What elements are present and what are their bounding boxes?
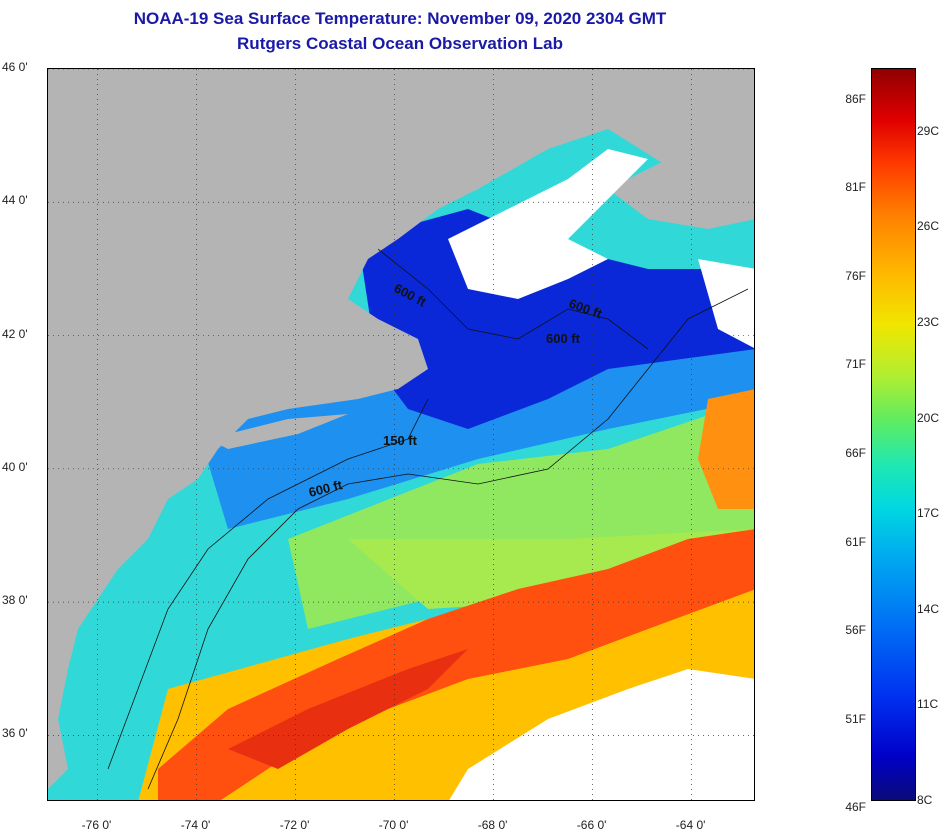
colorbar-f-label: 81F [845,180,866,195]
sst-map[interactable]: 600 ft 600 ft 600 ft 150 ft 600 ft [47,68,755,801]
lon-label: -72 0' [279,818,310,832]
cloud-nova-scotia [698,259,754,348]
chart-title: NOAA-19 Sea Surface Temperature: Novembe… [133,9,667,28]
lon-label: -76 0' [81,818,112,832]
colorbar-f-label: 46F [845,800,866,815]
chart-subtitle: Rutgers Coastal Ocean Observation Lab [237,34,563,53]
cool-water [198,329,754,529]
contour-150ft [107,398,429,770]
lat-label: 42 0' [2,326,28,341]
cloud-gulf-of-maine [448,149,648,299]
lat-label: 36 0' [2,726,28,741]
colorbar-f-label: 56F [845,623,866,638]
nova-scotia [608,139,754,229]
colorbar-c-label: 20C [917,410,940,425]
hot-core [228,649,468,769]
lon-label: -74 0' [180,818,211,832]
temperature-colorbar [871,68,916,801]
contour-600ft [147,288,749,790]
colorbar-c-label: 11C [917,697,939,712]
cold-water [358,209,754,429]
lon-label: -66 0' [576,818,607,832]
colorbar-f-label: 51F [845,711,866,726]
colorbar-c-label: 23C [917,314,940,329]
colorbar-f-label: 61F [845,534,866,549]
lon-label: -64 0' [675,818,706,832]
contour-label: 600 ft [546,331,581,346]
long-island [208,414,348,449]
lat-label: 40 0' [2,459,28,474]
us-canada-land [48,69,754,789]
colorbar-c-label: 17C [917,506,940,521]
lat-label: 44 0' [2,193,28,208]
warm-eddy [698,389,754,509]
colorbar-c-label: 8C [917,793,933,807]
colorbar-c-label: 14C [917,601,940,616]
cloud-cover [448,149,754,800]
lon-label: -68 0' [477,818,508,832]
colorbar-f-label: 66F [845,445,866,460]
cloud-south [449,669,754,800]
graticule [48,69,754,800]
colorbar-c-label: 26C [917,219,940,234]
bathymetry-contours [107,248,749,790]
contour-gulf [377,248,649,350]
lat-label: 38 0' [2,593,28,608]
colorbar-f-label: 76F [845,268,866,283]
colorbar-c-label: 29C [917,123,940,138]
colorbar-f-label: 86F [845,91,866,106]
lon-label: -70 0' [378,818,409,832]
colorbar-f-label: 71F [845,357,866,372]
contour-label: 150 ft [383,433,418,448]
land [48,69,754,789]
lat-label: 46 0' [2,60,28,74]
